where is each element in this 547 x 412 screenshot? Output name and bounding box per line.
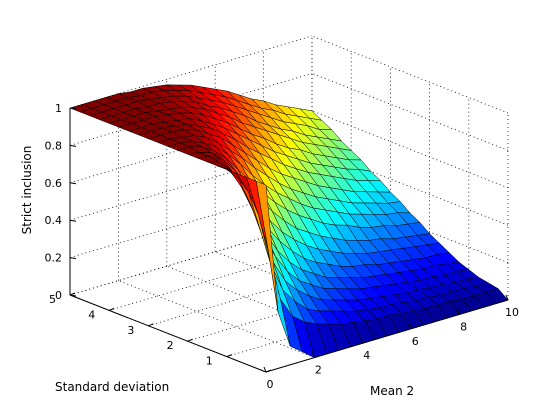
y-tick-label: 4: [88, 308, 95, 321]
axes-lines: [69, 107, 509, 373]
y-tick-mark: [69, 292, 76, 296]
y-tick-mark: [226, 354, 232, 358]
y-tick-label: 1: [206, 355, 213, 368]
y-axis-line: [69, 294, 267, 373]
y-tick-mark: [109, 307, 115, 311]
x-tick-label: 8: [460, 320, 467, 333]
side-wall-grid-line: [311, 73, 509, 151]
x-tick-mark: [408, 323, 412, 329]
y-tick-mark: [148, 323, 154, 327]
z-tick-label: 1: [55, 102, 62, 115]
z-tick-label: 0.8: [45, 139, 63, 152]
y-axis-label: Standard deviation: [55, 380, 169, 394]
x-tick-label: 0: [267, 378, 274, 391]
x-tick-mark: [505, 294, 509, 301]
y-tick-mark: [187, 338, 193, 342]
z-tick-mark: [69, 219, 77, 222]
x-tick-label: 2: [315, 364, 322, 377]
x-tick-mark: [311, 352, 315, 358]
x-tick-label: 4: [363, 349, 370, 362]
x-tick-mark: [263, 366, 267, 373]
x-tick-label: 6: [412, 335, 419, 348]
surface-mesh: [69, 84, 509, 358]
z-tick-mark: [69, 144, 77, 147]
x-axis-label: Mean 2: [370, 384, 414, 398]
z-tick-mark: [69, 107, 77, 110]
z-axis-label: Strict inclusion: [20, 146, 34, 235]
x-axis-line: [265, 299, 509, 373]
z-tick-mark: [69, 257, 77, 260]
z-tick-label: 0.2: [45, 252, 63, 265]
z-tick-label: 0.6: [45, 177, 63, 190]
z-tick-mark: [69, 294, 77, 297]
x-tick-label: 10: [505, 306, 519, 319]
y-tick-mark: [265, 369, 272, 373]
surface-patch: [255, 180, 279, 313]
z-tick-label: 0.4: [45, 214, 63, 227]
z-tick-label: 0: [55, 289, 62, 302]
side-wall-grid-line: [311, 35, 509, 114]
z-tick-mark: [69, 182, 77, 185]
y-tick-label: 2: [167, 339, 174, 352]
y-tick-label: 3: [127, 324, 134, 337]
y-tick-label: 5: [49, 293, 56, 306]
x-tick-mark: [360, 338, 364, 344]
x-tick-mark: [457, 309, 461, 315]
